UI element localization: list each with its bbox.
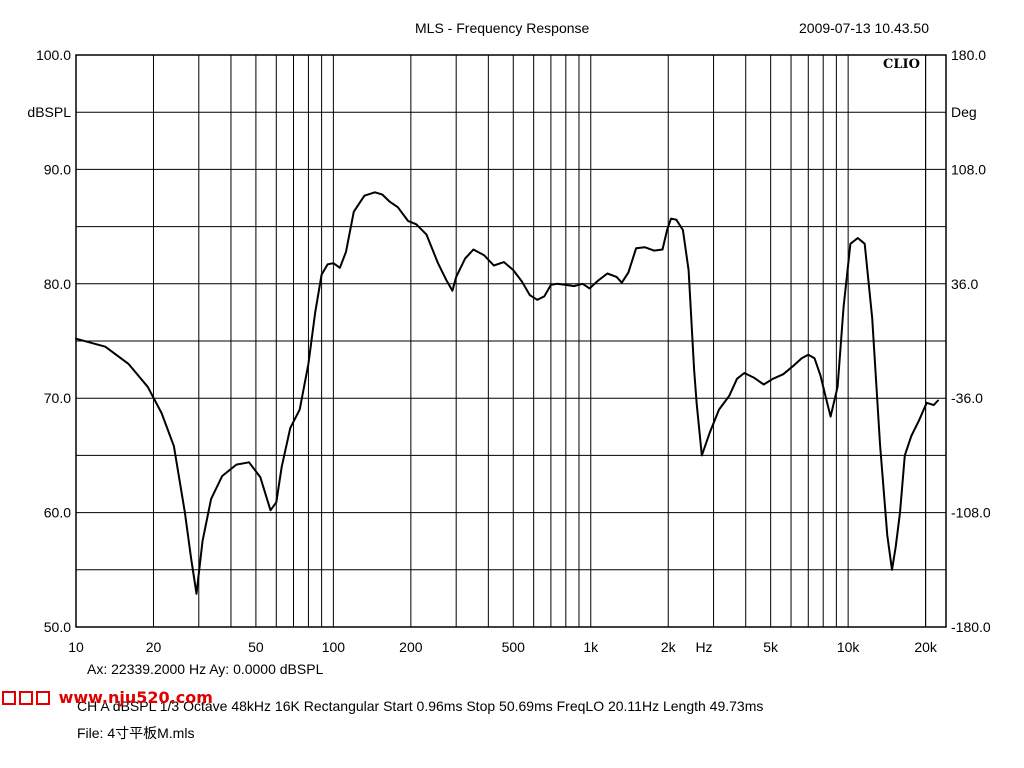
y-tick-label: 80.0 [44, 276, 71, 292]
x-tick-label: 10k [837, 639, 861, 655]
y2-tick-label: 108.0 [951, 161, 986, 177]
x-tick-label: 100 [322, 639, 346, 655]
y-tick-label: 70.0 [44, 390, 71, 406]
x-tick-label: 5k [763, 639, 779, 655]
x-tick-label: 200 [399, 639, 423, 655]
y-tick-label: 100.0 [36, 47, 71, 63]
y2-tick-label: -108.0 [951, 505, 991, 521]
x-tick-labels: 10 20 50 100 200 500 1k 2k 5k 10k 20k [68, 639, 938, 655]
x-axis-unit: Hz [695, 639, 712, 655]
watermark-box-icon [36, 691, 50, 705]
brand-label: CLIO [883, 57, 920, 72]
left-tick-labels: 100.0 90.0 80.0 70.0 60.0 50.0 [36, 47, 71, 635]
y2-tick-label: -36.0 [951, 390, 983, 406]
x-tick-label: 50 [248, 639, 264, 655]
y-tick-label: 90.0 [44, 161, 71, 177]
x-tick-label: 20 [146, 639, 162, 655]
watermark-box-icon [2, 691, 16, 705]
timestamp: 2009-07-13 10.43.50 [799, 20, 929, 36]
y2-tick-label: 180.0 [951, 47, 986, 63]
x-tick-label: 2k [661, 639, 677, 655]
x-tick-label: 500 [502, 639, 526, 655]
y2-tick-label: -180.0 [951, 619, 991, 635]
chart-title: MLS - Frequency Response [415, 20, 590, 36]
y-tick-label: 50.0 [44, 619, 71, 635]
frequency-response-curve [75, 191, 939, 595]
y2-tick-label: 36.0 [951, 276, 978, 292]
right-axis-unit: Deg [951, 104, 977, 120]
file-name: File: 4寸平板M.mls [77, 725, 195, 741]
horizontal-gridlines [76, 111, 946, 571]
watermark-text: www.nju520.com [58, 688, 213, 707]
watermark: www.nju520.com [2, 688, 213, 707]
measurement-settings: CH A dBSPL 1/3 Octave 48kHz 16K Rectangu… [77, 698, 764, 714]
plot-frame [75, 54, 947, 628]
watermark-box-icon [19, 691, 33, 705]
x-tick-label: 10 [68, 639, 84, 655]
left-axis-unit: dBSPL [27, 104, 71, 120]
y-tick-label: 60.0 [44, 505, 71, 521]
x-tick-label: 1k [583, 639, 599, 655]
cursor-readout: Ax: 22339.2000 Hz Ay: 0.0000 dBSPL [87, 661, 324, 677]
x-tick-label: 20k [914, 639, 938, 655]
right-tick-labels: 180.0 108.0 36.0 -36.0 -108.0 -180.0 [951, 47, 991, 635]
